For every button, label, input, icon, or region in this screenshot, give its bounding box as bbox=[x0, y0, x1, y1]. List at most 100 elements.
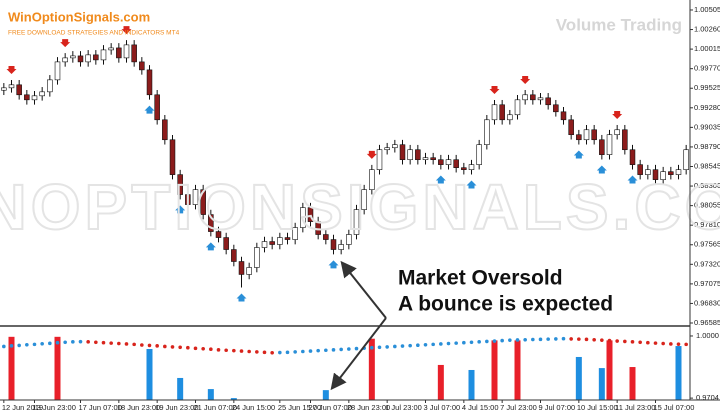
x-tick-label: 18 Jun 23:00 bbox=[117, 403, 160, 412]
candle-body bbox=[346, 234, 352, 245]
annotation-line: A bounce is expected bbox=[398, 293, 613, 316]
oscillator-dot bbox=[607, 338, 612, 343]
y-tick-label: 0.97810 bbox=[694, 220, 720, 229]
histogram-bar bbox=[437, 364, 444, 400]
brand-subtitle: FREE DOWNLOAD STRATEGIES AND INDICATORS … bbox=[8, 30, 180, 37]
candle-body bbox=[407, 149, 413, 161]
brand: WinOptionSignals.com bbox=[8, 9, 150, 24]
candle-body bbox=[277, 237, 283, 245]
candle-body bbox=[668, 171, 674, 175]
x-tick-label: 3 Jul 07:00 bbox=[424, 403, 461, 412]
candle-body bbox=[307, 207, 314, 222]
oscillator-dot bbox=[163, 344, 167, 349]
oscillator-dot bbox=[646, 340, 650, 345]
buy-signal bbox=[435, 175, 446, 184]
oscillator-dot bbox=[324, 348, 328, 353]
oscillator-dot bbox=[676, 342, 681, 346]
candle-body bbox=[85, 54, 91, 63]
oscillator-dot bbox=[347, 347, 351, 351]
candle-body bbox=[39, 91, 45, 97]
candle-body bbox=[323, 234, 329, 240]
oscillator-dot bbox=[515, 338, 520, 342]
oscillator-dot bbox=[17, 343, 21, 348]
oscillator-dot bbox=[423, 342, 428, 347]
candle-body bbox=[507, 114, 513, 121]
candle-body bbox=[8, 84, 15, 89]
y-tick-label: 1.00260 bbox=[694, 25, 720, 34]
histogram-bar bbox=[491, 340, 498, 400]
oscillator-dot bbox=[63, 340, 67, 345]
oscillator-dot bbox=[454, 341, 458, 345]
oscillator-dot bbox=[124, 342, 129, 346]
oscillator-dot bbox=[155, 344, 159, 348]
oscillator-dot bbox=[554, 337, 558, 341]
oscillator-dot bbox=[569, 337, 573, 341]
candle-body bbox=[399, 144, 406, 161]
candle-body bbox=[185, 194, 191, 205]
oscillator-dot bbox=[270, 350, 274, 355]
candle-body bbox=[614, 129, 620, 136]
candle-body bbox=[330, 239, 337, 250]
oscillator-dot bbox=[140, 343, 144, 347]
x-tick-label: 28 Jun 23:00 bbox=[347, 403, 390, 412]
oscillator-dot bbox=[147, 343, 152, 348]
y-tick-label: 0.98545 bbox=[694, 161, 720, 170]
candle-body bbox=[300, 207, 306, 228]
histogram-bar bbox=[368, 338, 375, 400]
x-tick-label: 12 Jun 2019 bbox=[2, 403, 43, 412]
oscillator-dot bbox=[224, 348, 228, 353]
y-tick-label: 0.99280 bbox=[694, 103, 720, 112]
candle-body bbox=[629, 149, 636, 165]
buy-signal bbox=[627, 175, 638, 184]
candle-body bbox=[353, 209, 360, 235]
x-tick-label: 27 Jun 07:00 bbox=[309, 403, 352, 412]
candle-body bbox=[591, 129, 597, 141]
oscillator-dot bbox=[247, 349, 251, 354]
oscillator-dot bbox=[48, 341, 52, 346]
oscillator-dot bbox=[331, 348, 336, 352]
sell-signal bbox=[612, 110, 623, 119]
candle-body bbox=[484, 119, 490, 145]
buy-signal bbox=[144, 105, 155, 114]
candle-body bbox=[491, 104, 498, 121]
candle-body bbox=[31, 95, 38, 101]
candle-body bbox=[622, 129, 628, 151]
candle-body bbox=[154, 94, 160, 121]
y-tick-label: 0.96585 bbox=[694, 318, 720, 327]
buy-signal bbox=[573, 150, 584, 159]
oscillator-dot bbox=[492, 339, 497, 343]
oscillator-dot bbox=[2, 344, 6, 349]
y-tick-label: 1.00505 bbox=[694, 5, 720, 14]
y-tick-label: 0.99770 bbox=[694, 64, 720, 73]
candle-body bbox=[292, 227, 298, 240]
oscillator-dot bbox=[239, 349, 244, 353]
histogram-bar bbox=[146, 348, 153, 400]
candle-body bbox=[192, 189, 199, 205]
oscillator-dot bbox=[86, 340, 90, 344]
candle-body bbox=[583, 129, 590, 141]
candle-body bbox=[675, 169, 682, 175]
candle-body bbox=[208, 214, 214, 232]
candle-body bbox=[116, 47, 122, 59]
y-tick-label: 0.98055 bbox=[694, 201, 720, 210]
oscillator-dot bbox=[94, 340, 98, 345]
oscillator-dot bbox=[201, 346, 205, 351]
candle-body bbox=[652, 169, 659, 180]
oscillator-dot bbox=[623, 339, 627, 344]
annotation-arrow bbox=[330, 317, 387, 391]
oscillator-dot bbox=[32, 342, 37, 347]
buy-signal bbox=[328, 260, 339, 269]
candle-body bbox=[254, 247, 260, 268]
oscillator-dot bbox=[178, 345, 182, 350]
candle-body bbox=[438, 159, 444, 165]
oscillator-dot bbox=[170, 345, 175, 349]
oscillator-dot bbox=[477, 340, 481, 344]
oscillator-dot bbox=[293, 350, 297, 354]
sell-signal bbox=[121, 26, 132, 35]
candle-body bbox=[215, 231, 222, 238]
oscillator-dot bbox=[600, 338, 604, 342]
candle-body bbox=[261, 241, 268, 248]
candle-body bbox=[139, 61, 145, 71]
candle-body bbox=[645, 169, 651, 175]
